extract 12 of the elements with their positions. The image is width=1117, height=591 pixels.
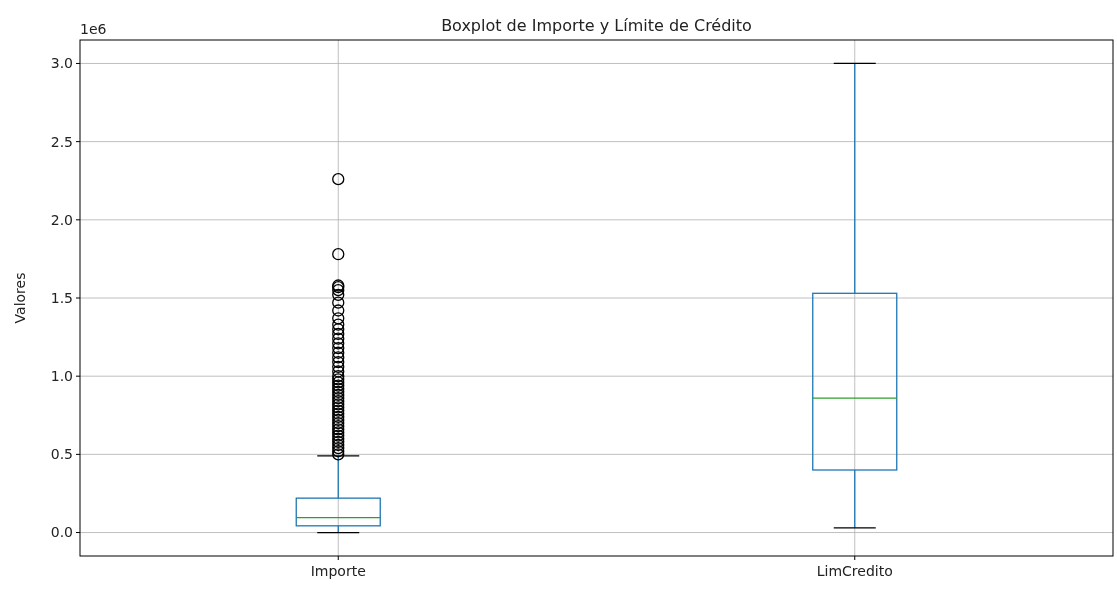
y-tick-label: 1.0 xyxy=(50,368,73,385)
y-tick-label: 1.5 xyxy=(50,289,73,306)
y-axis-title: Valores xyxy=(12,272,28,324)
y-tick-label: 2.0 xyxy=(50,211,73,228)
x-tick-label: Importe xyxy=(310,563,366,579)
x-tick-label: LimCredito xyxy=(816,563,893,579)
y-tick-label: 3.0 xyxy=(50,55,73,72)
y-tick-label: 2.5 xyxy=(50,133,73,150)
y-tick-label: 0.5 xyxy=(50,446,73,463)
text: 1e6 xyxy=(80,21,107,37)
chart-title: Boxplot de Importe y Límite de Crédito xyxy=(441,16,752,35)
y-tick-label: 0.0 xyxy=(50,524,73,541)
